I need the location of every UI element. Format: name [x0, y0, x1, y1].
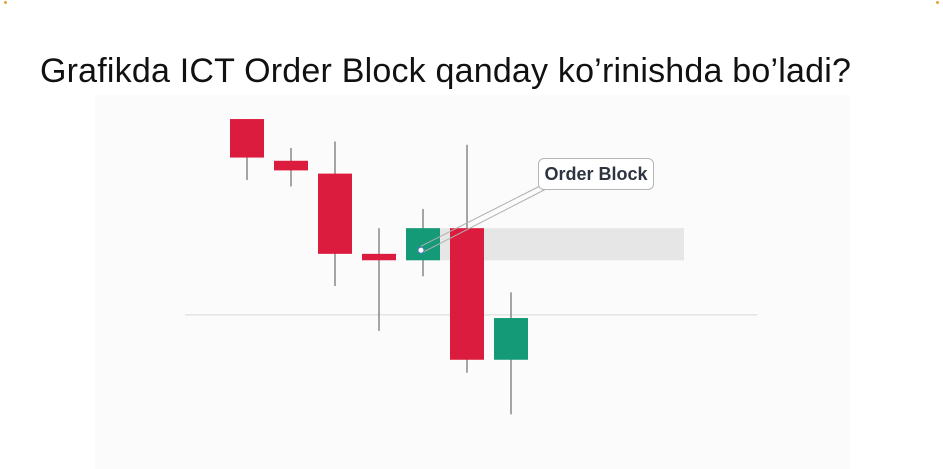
bullish-candle-body: [406, 228, 440, 261]
corner-dot: [4, 1, 7, 4]
callout-line: [420, 185, 541, 247]
bearish-candle-body: [230, 119, 264, 158]
order-block-label: Order Block: [538, 158, 654, 190]
bearish-candle-body: [362, 253, 396, 261]
bearish-candle-body: [318, 173, 352, 254]
slide-title: Grafikda ICT Order Block qanday ko’rinis…: [40, 52, 852, 90]
bearish-candle-body: [450, 228, 484, 360]
callout-line: [422, 188, 547, 253]
bullish-candle-body: [494, 318, 528, 360]
callout-anchor-dot: [417, 246, 425, 254]
corner-dot: [936, 1, 939, 4]
bearish-candle-body: [274, 160, 308, 171]
